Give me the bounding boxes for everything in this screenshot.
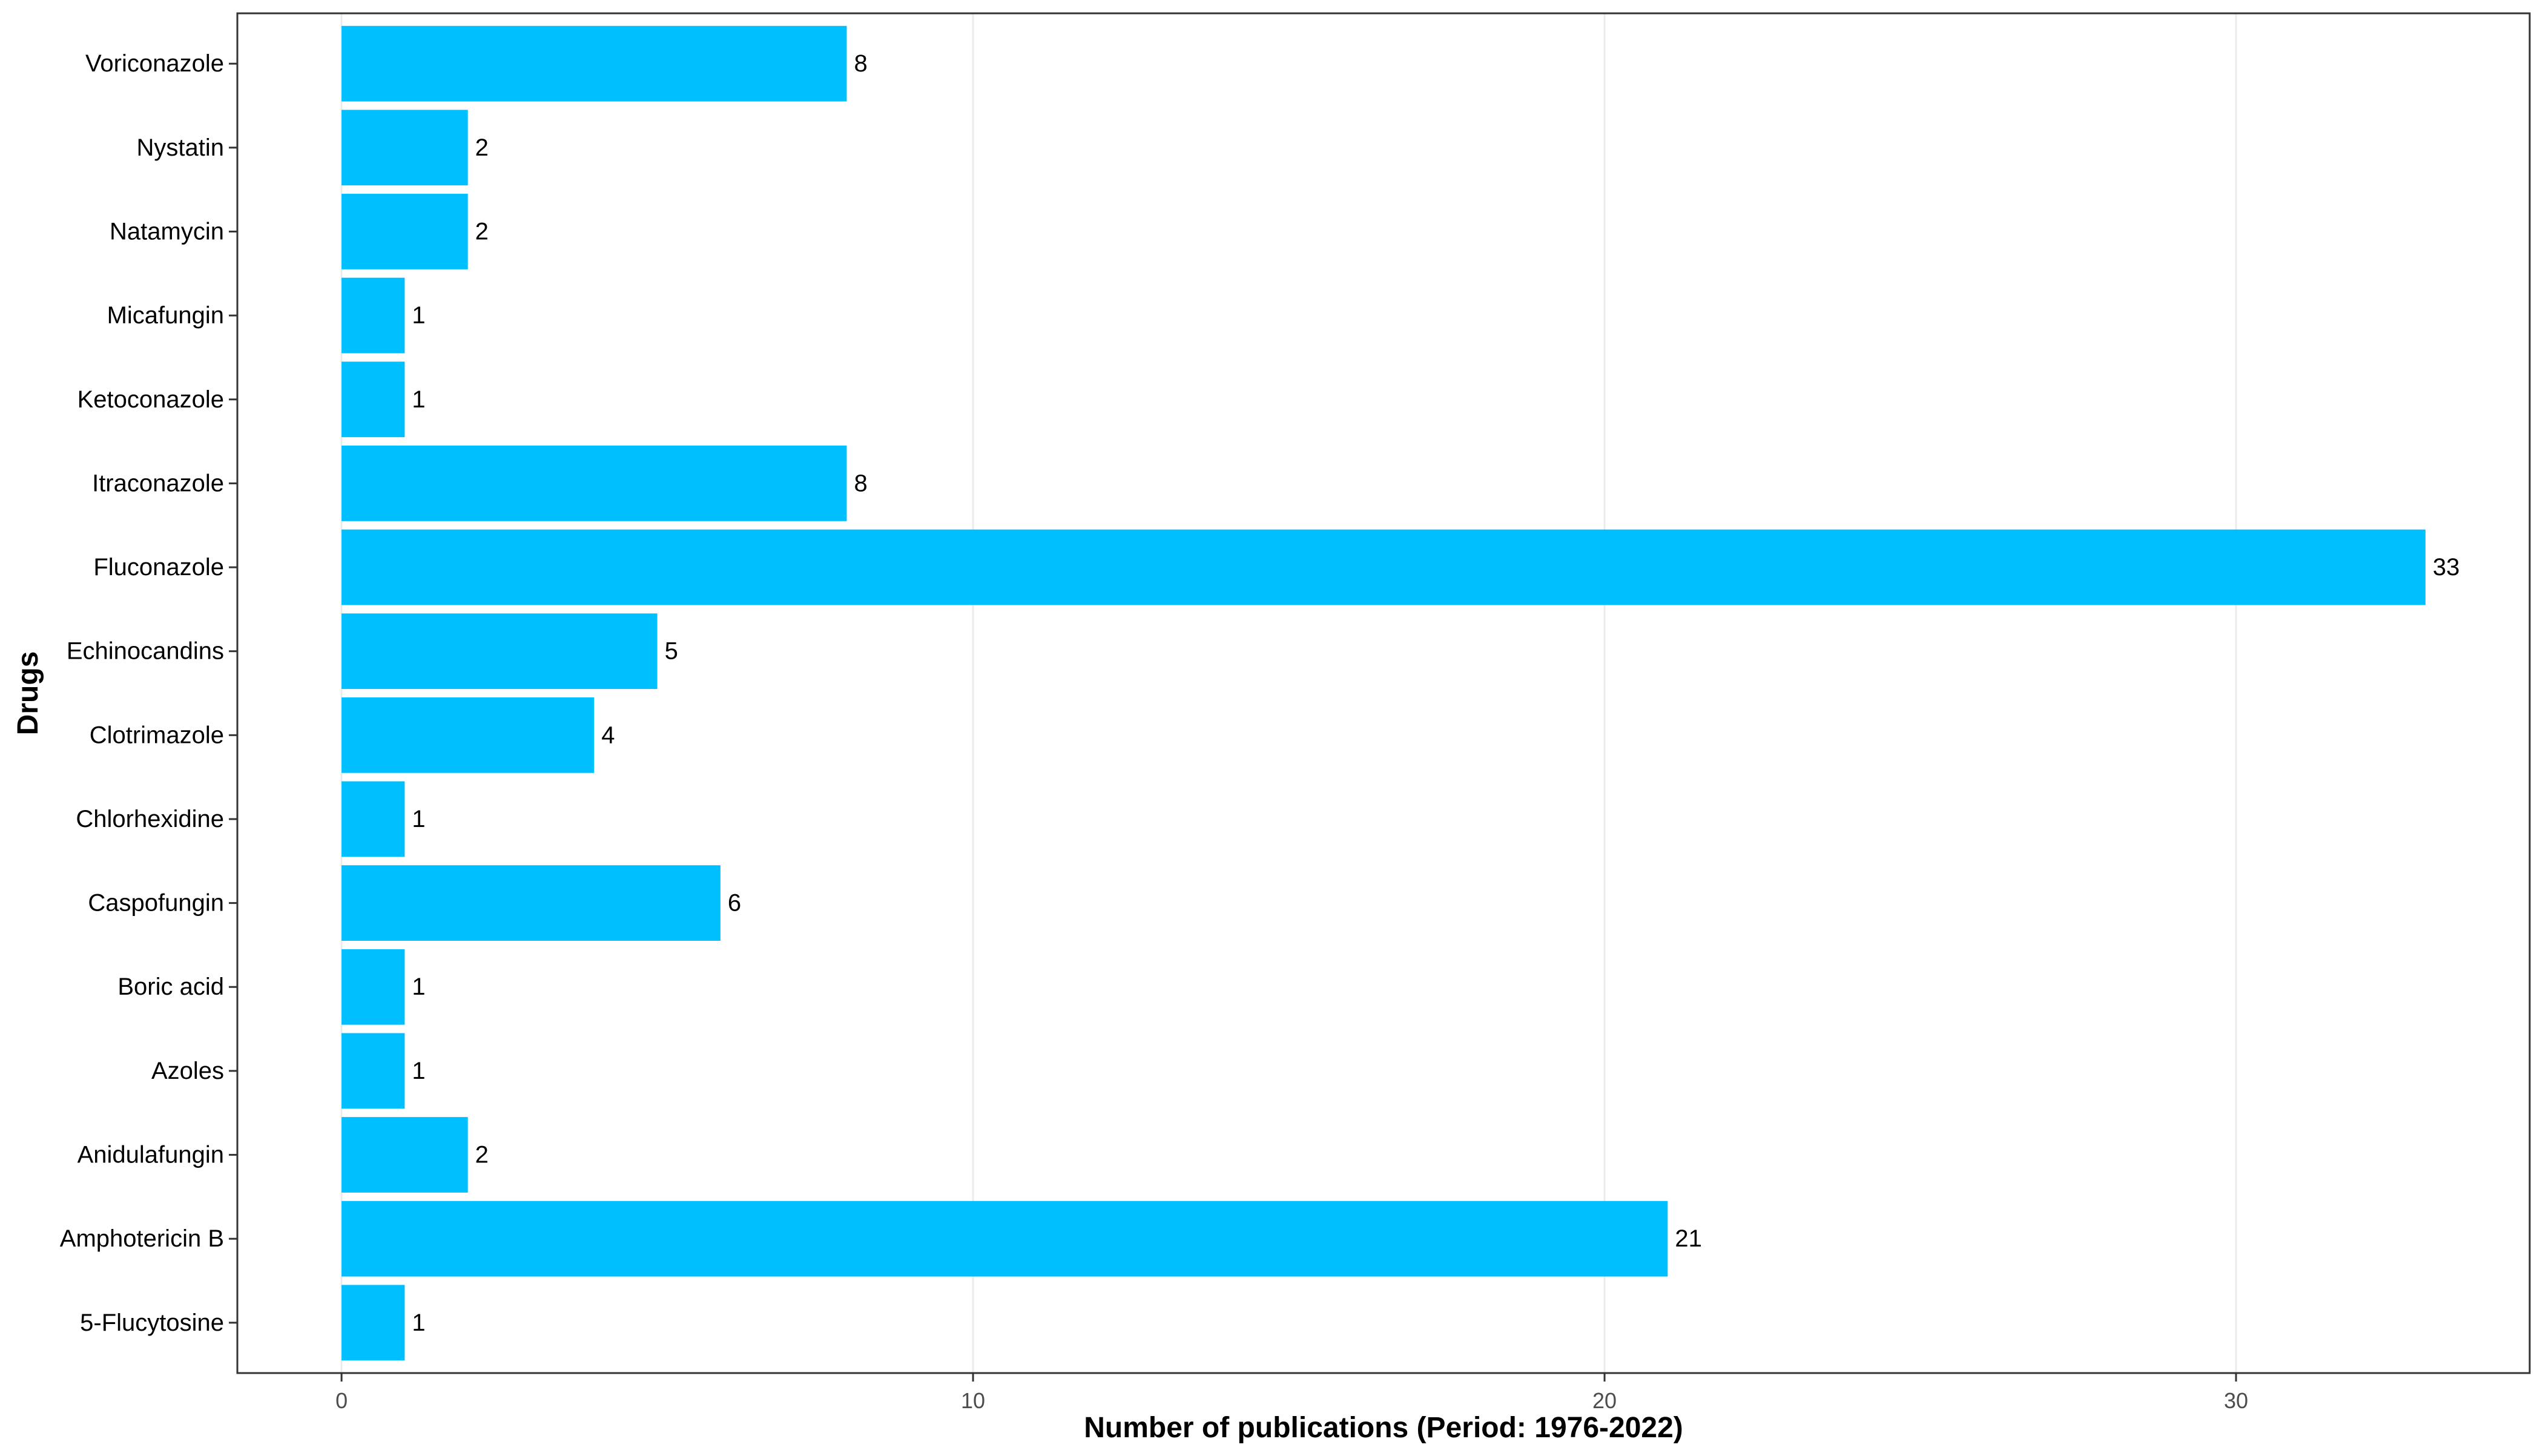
bar-value-label: 1 [412,1309,425,1336]
y-tick-label: Azoles [151,1058,224,1084]
x-tick-label: 0 [335,1388,348,1413]
y-tick-label: Caspofungin [88,890,224,917]
bar-azoles [341,1033,405,1109]
y-axis-title: Drugs [12,651,44,736]
bar-5-flucytosine [341,1285,405,1361]
bar-micafungin [341,277,405,354]
bar-anidulafungin [341,1117,468,1193]
bar-fluconazole [341,529,2426,605]
y-tick-label: Micafungin [107,302,224,329]
bar-voriconazole [341,25,847,102]
y-tick-label: Amphotericin B [60,1225,224,1252]
bar-value-label: 33 [2433,554,2460,581]
bar-ketoconazole [341,361,405,438]
bar-value-label: 21 [1675,1225,1702,1252]
bar-amphotericin-b [341,1201,1668,1277]
bar-value-label: 1 [412,806,425,832]
y-tick-label: Clotrimazole [90,722,224,748]
y-tick-label: Natamycin [110,218,224,245]
bar-nystatin [341,110,468,186]
y-tick-label: Chlorhexidine [76,806,224,832]
bar-value-label: 6 [728,890,741,917]
x-tick-label: 30 [2224,1388,2248,1413]
y-tick-label: Nystatin [137,134,225,161]
bar-value-label: 2 [475,1142,489,1168]
bar-itraconazole [341,446,847,521]
bar-value-label: 2 [475,218,489,245]
bar-value-label: 8 [854,50,867,77]
bar-value-label: 4 [601,722,615,748]
y-tick-label: Ketoconazole [78,386,224,413]
bar-value-label: 2 [475,134,489,161]
bar-value-label: 1 [412,302,425,329]
y-tick-label: Voriconazole [85,50,224,77]
bars [341,25,2426,1361]
bar-value-label: 1 [412,386,425,413]
x-tick-label: 10 [961,1388,985,1413]
y-tick-label: Fluconazole [93,554,224,581]
y-tick-label: Boric acid [117,973,224,1000]
bar-caspofungin [341,865,721,941]
bar-value-label: 1 [412,1058,425,1084]
panel-border [236,12,2531,1374]
x-axis-title: Number of publications (Period: 1976-202… [1084,1412,1683,1444]
bar-clotrimazole [341,697,595,773]
bar-value-label: 1 [412,973,425,1000]
x-tick-label: 20 [1592,1388,1617,1413]
bar-value-label: 8 [854,470,867,496]
y-axis-ticks: 5-Flucytosine Amphotericin B Anidulafungin… [60,50,237,1336]
bar-echinocandins [341,613,658,690]
bar-natamycin [341,194,468,269]
y-tick-label: Echinocandins [67,638,224,665]
bar-boric-acid [341,949,405,1025]
y-tick-label: Itraconazole [92,470,224,496]
x-axis-ticks: 0 10 20 30 [335,1373,2248,1413]
y-tick-label: Anidulafungin [78,1142,224,1168]
y-tick-label: 5-Flucytosine [80,1309,224,1336]
bar-value-label: 5 [665,638,678,665]
bar-chlorhexidine [341,781,405,857]
